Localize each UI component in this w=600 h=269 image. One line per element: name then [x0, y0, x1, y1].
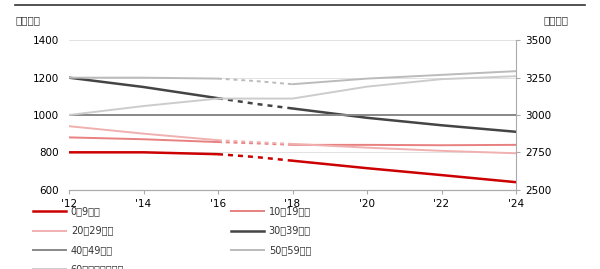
Text: 10～19歳層: 10～19歳層 [269, 206, 311, 216]
Text: 20～29歳層: 20～29歳層 [71, 225, 113, 236]
Text: 30～39歳層: 30～39歳層 [269, 225, 311, 236]
Text: 50～59歳層: 50～59歳層 [269, 245, 311, 255]
Text: 60歳以上（右軸）: 60歳以上（右軸） [71, 264, 124, 269]
Text: （万人）: （万人） [543, 16, 568, 26]
Text: （万人）: （万人） [15, 16, 40, 26]
Text: 0～9歳層: 0～9歳層 [71, 206, 101, 216]
Text: 40～49歳層: 40～49歳層 [71, 245, 113, 255]
